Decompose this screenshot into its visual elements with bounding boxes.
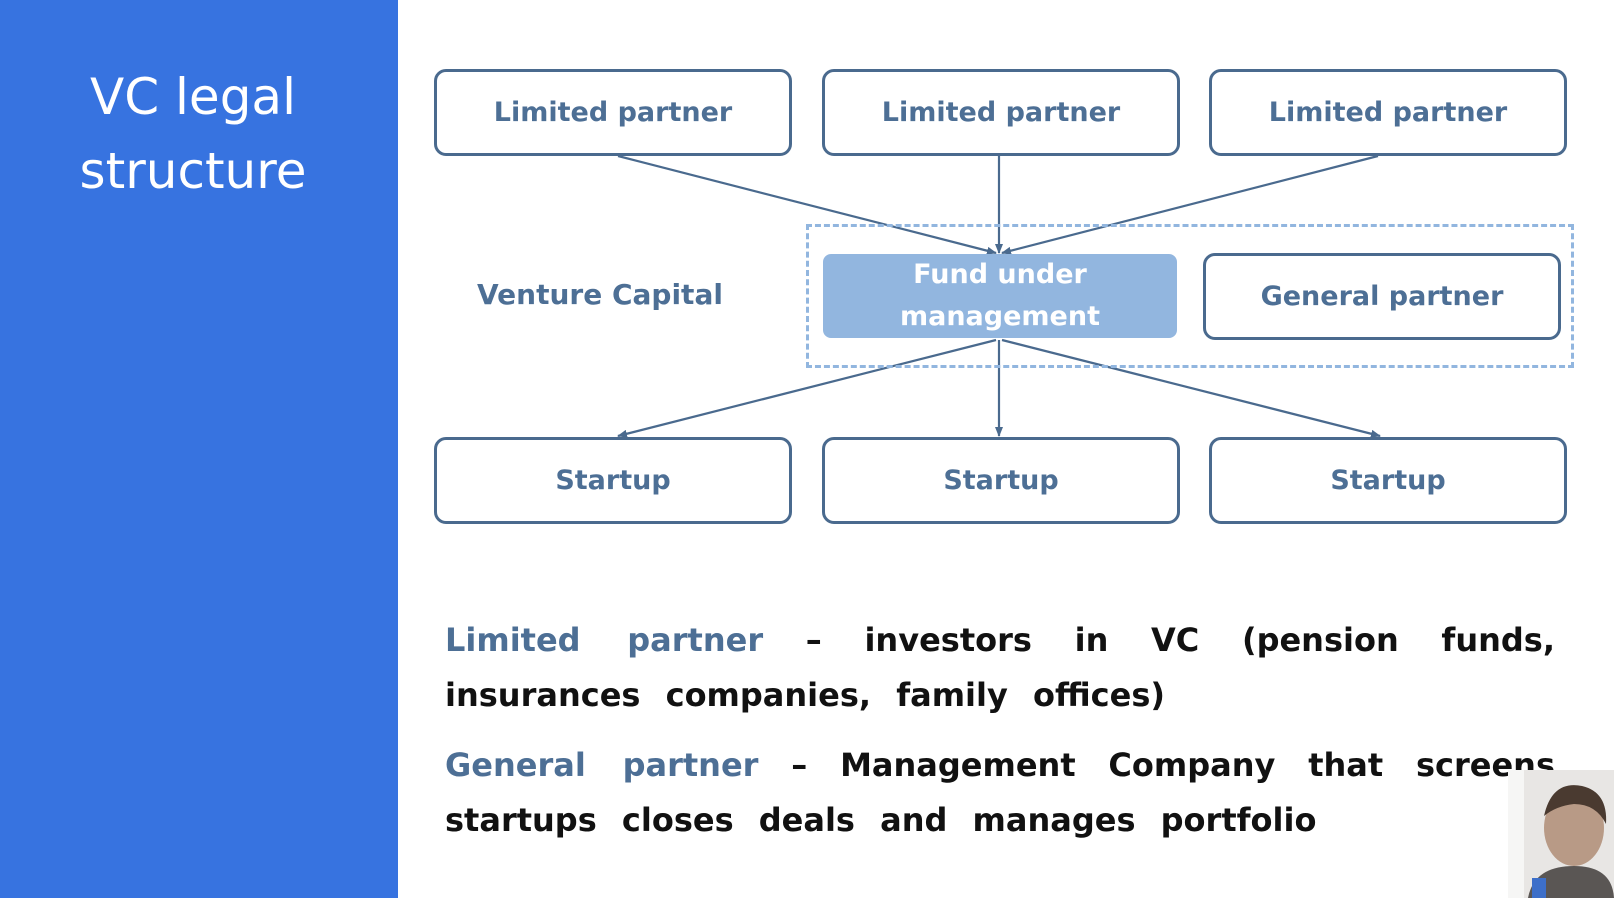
arrow-fund-to-startup1 bbox=[617, 338, 997, 438]
presenter-video bbox=[1508, 770, 1614, 898]
limited-partner-term: Limited partner bbox=[445, 621, 764, 659]
limited-partner-box-3: Limited partner bbox=[1209, 69, 1567, 156]
limited-partner-definition: Limited partner – investors in VC (pensi… bbox=[445, 613, 1555, 723]
venture-capital-label: Venture Capital bbox=[477, 278, 723, 311]
general-partner-box: General partner bbox=[1203, 253, 1561, 340]
arrow-lp3-to-fund bbox=[1001, 154, 1379, 255]
startup-box-2: Startup bbox=[822, 437, 1180, 524]
startup-box-3: Startup bbox=[1209, 437, 1567, 524]
limited-partner-box-1: Limited partner bbox=[434, 69, 792, 156]
arrow-lp1-to-fund bbox=[617, 154, 997, 255]
general-partner-definition: General partner – Management Company tha… bbox=[445, 738, 1555, 848]
slide-title-line-1: VC legal bbox=[90, 68, 296, 126]
general-partner-term: General partner bbox=[445, 746, 759, 784]
fund-label-line-1: Fund under bbox=[913, 259, 1087, 290]
startup-box-1: Startup bbox=[434, 437, 792, 524]
slide-title-line-2: structure bbox=[79, 142, 307, 200]
limited-partner-box-2: Limited partner bbox=[822, 69, 1180, 156]
general-partner-description: – Management Company that screens startu… bbox=[445, 746, 1556, 839]
fund-label-line-2: management bbox=[899, 301, 1100, 332]
webcam-overlay bbox=[1508, 770, 1614, 898]
arrow-fund-to-startup3 bbox=[1001, 338, 1381, 438]
limited-partner-description: – investors in VC (pension funds, insura… bbox=[445, 621, 1556, 714]
slide-title: VC legal structure bbox=[28, 60, 358, 208]
venture-capital-boundary bbox=[806, 224, 1574, 368]
title-panel: VC legal structure bbox=[0, 0, 398, 898]
fund-under-management-box: Fund under management bbox=[823, 254, 1177, 338]
